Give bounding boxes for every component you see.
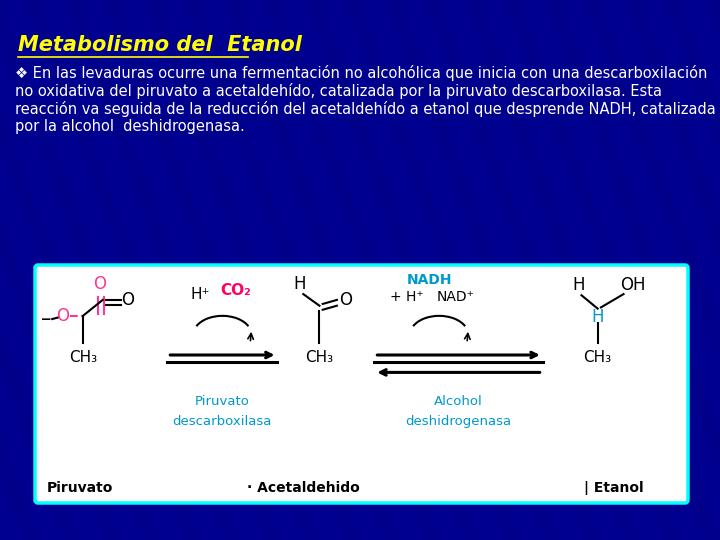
Text: OH: OH — [621, 276, 646, 294]
Polygon shape — [160, 0, 385, 540]
Polygon shape — [400, 0, 625, 540]
Polygon shape — [440, 0, 665, 540]
Polygon shape — [0, 0, 225, 540]
Text: Piruvato: Piruvato — [47, 481, 113, 495]
Text: Metabolismo del  Etanol: Metabolismo del Etanol — [18, 35, 302, 55]
Polygon shape — [360, 0, 585, 540]
Text: H: H — [591, 308, 604, 326]
FancyBboxPatch shape — [35, 265, 688, 503]
Polygon shape — [40, 0, 265, 540]
Polygon shape — [480, 0, 705, 540]
Text: descarboxilasa: descarboxilasa — [173, 415, 272, 428]
Text: O: O — [339, 291, 352, 309]
Polygon shape — [0, 0, 65, 540]
Text: CO₂: CO₂ — [220, 282, 251, 298]
Polygon shape — [0, 0, 145, 540]
Polygon shape — [0, 0, 105, 540]
Polygon shape — [200, 0, 425, 540]
Text: H: H — [572, 276, 585, 294]
Polygon shape — [120, 0, 345, 540]
Text: no oxidativa del piruvato a acetaldehído, catalizada por la piruvato descarboxil: no oxidativa del piruvato a acetaldehído… — [15, 83, 662, 99]
Text: reacción va seguida de la reducción del acetaldehído a etanol que desprende NADH: reacción va seguida de la reducción del … — [15, 101, 716, 117]
Text: Alcohol: Alcohol — [434, 395, 483, 408]
Polygon shape — [640, 0, 720, 540]
Text: Piruvato: Piruvato — [195, 395, 250, 408]
Text: NAD⁺: NAD⁺ — [436, 290, 474, 304]
Text: por la alcohol  deshidrogenasa.: por la alcohol deshidrogenasa. — [15, 119, 245, 134]
Polygon shape — [240, 0, 465, 540]
Text: H: H — [294, 275, 306, 293]
Text: O: O — [56, 307, 69, 325]
Text: NADH: NADH — [407, 273, 452, 287]
Text: H⁺: H⁺ — [190, 287, 210, 302]
Polygon shape — [560, 0, 720, 540]
Polygon shape — [0, 0, 185, 540]
Text: O: O — [93, 275, 106, 293]
Polygon shape — [280, 0, 505, 540]
Polygon shape — [320, 0, 545, 540]
Text: deshidrogenasa: deshidrogenasa — [405, 415, 512, 428]
Text: CH₃: CH₃ — [69, 350, 97, 366]
Polygon shape — [80, 0, 305, 540]
Text: | Etanol: | Etanol — [584, 481, 644, 495]
Text: –: – — [40, 309, 51, 329]
Text: O: O — [121, 291, 134, 309]
Polygon shape — [600, 0, 720, 540]
Text: CH₃: CH₃ — [305, 350, 333, 366]
Polygon shape — [0, 0, 25, 540]
Text: CH₃: CH₃ — [584, 350, 612, 366]
Text: ❖ En las levaduras ocurre una fermentación no alcohólica que inicia con una desc: ❖ En las levaduras ocurre una fermentaci… — [15, 65, 707, 81]
Polygon shape — [680, 0, 720, 540]
Polygon shape — [520, 0, 720, 540]
Text: · Acetaldehido: · Acetaldehido — [247, 481, 360, 495]
Text: + H⁺: + H⁺ — [390, 290, 423, 304]
